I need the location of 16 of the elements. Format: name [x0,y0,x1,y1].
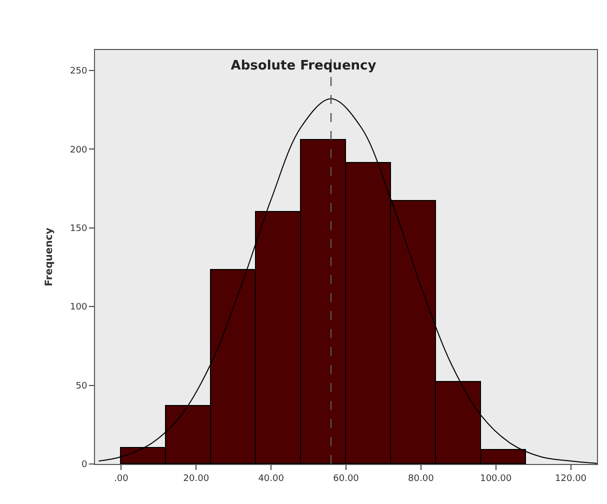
x-tick-label: .00 [114,474,129,484]
x-tick-label: 60.00 [333,474,360,484]
y-tick-label: 100 [70,302,88,313]
y-tick-label: 250 [70,66,88,77]
text: Absolute Frequency [230,58,377,74]
y-tick-label: 200 [70,145,88,156]
y-tick-label: 0 [81,460,88,470]
x-tick-label: 80.00 [408,474,434,484]
x-tick-label: 100.00 [480,474,512,484]
x-tick-label: 120.00 [555,474,587,484]
x-tick-label: 20.00 [183,474,210,484]
y-tick-label: 150 [70,224,88,234]
y-tick-label: 50 [76,381,88,392]
y-axis-title: Frequency [44,227,56,286]
x-tick-label: 40.00 [258,474,284,484]
line-series [98,98,597,464]
